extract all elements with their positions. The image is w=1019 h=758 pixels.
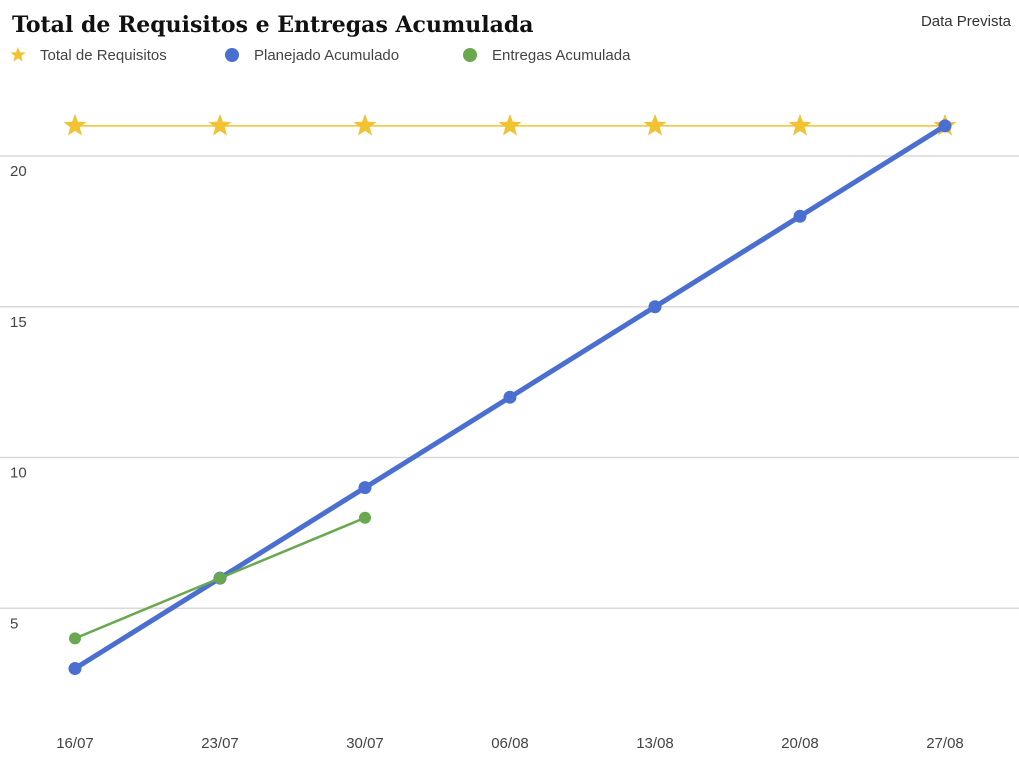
- legend-label-planejado-acumulado: Planejado Acumulado: [254, 47, 399, 64]
- data-point-entregas-acumulada-23-07: [214, 572, 226, 585]
- data-point-planejado-acumulado-06-08: [503, 390, 517, 404]
- legend-item-total-de-requisitos: Total de Requisitos: [10, 47, 167, 64]
- data-point-planejado-acumulado-16-07: [68, 662, 82, 676]
- x-tick-label-13-08: 13/08: [636, 735, 674, 752]
- data-point-total-de-requisitos-16-07: [63, 113, 87, 136]
- data-point-planejado-acumulado-27-08: [938, 119, 952, 133]
- y-tick-label-20: 20: [10, 163, 27, 180]
- legend-label-total-de-requisitos: Total de Requisitos: [40, 47, 167, 64]
- chart-title: Total de Requisitos e Entregas Acumulada: [12, 12, 533, 38]
- series-total-de-requisitos: [63, 113, 957, 136]
- data-point-total-de-requisitos-13-08: [643, 113, 667, 136]
- data-point-entregas-acumulada-16-07: [69, 632, 81, 645]
- legend-marker-total-de-requisitos: [10, 47, 26, 62]
- legend: Total de Requisitos Planejado Acumulado En…: [10, 47, 631, 64]
- y-tick-label-5: 5: [10, 615, 18, 632]
- data-point-total-de-requisitos-06-08: [498, 113, 522, 136]
- series-entregas-acumulada: [69, 511, 371, 645]
- data-point-total-de-requisitos-20-08: [788, 113, 812, 136]
- y-axis-ticks: 5 10 15 20: [10, 163, 27, 632]
- data-point-planejado-acumulado-20-08: [793, 209, 807, 223]
- x-tick-label-23-07: 23/07: [201, 735, 239, 752]
- data-point-total-de-requisitos-23-07: [208, 113, 232, 136]
- x-tick-label-06-08: 06/08: [491, 735, 529, 752]
- y-tick-label-10: 10: [10, 465, 27, 482]
- legend-item-planejado-acumulado: Planejado Acumulado: [225, 47, 399, 64]
- series: [63, 113, 957, 676]
- legend-marker-entregas-acumulada: [463, 48, 477, 62]
- data-point-total-de-requisitos-30-07: [353, 113, 377, 136]
- x-tick-label-27-08: 27/08: [926, 735, 964, 752]
- data-point-planejado-acumulado-13-08: [648, 300, 662, 314]
- grid: [0, 155, 1019, 609]
- series-planejado-acumulado: [68, 119, 952, 676]
- legend-label-entregas-acumulada: Entregas Acumulada: [492, 47, 631, 64]
- data-point-planejado-acumulado-30-07: [358, 481, 372, 495]
- legend-marker-planejado-acumulado: [225, 48, 239, 62]
- legend-item-entregas-acumulada: Entregas Acumulada: [463, 47, 631, 64]
- x-tick-label-20-08: 20/08: [781, 735, 819, 752]
- x-axis-label: Data Prevista: [921, 13, 1012, 30]
- data-point-entregas-acumulada-30-07: [359, 511, 371, 524]
- x-axis-ticks: 16/07 23/07 30/07 06/08 13/08 20/08 27/08: [56, 735, 964, 752]
- x-tick-label-16-07: 16/07: [56, 735, 94, 752]
- y-tick-label-15: 15: [10, 314, 27, 331]
- x-tick-label-30-07: 30/07: [346, 735, 384, 752]
